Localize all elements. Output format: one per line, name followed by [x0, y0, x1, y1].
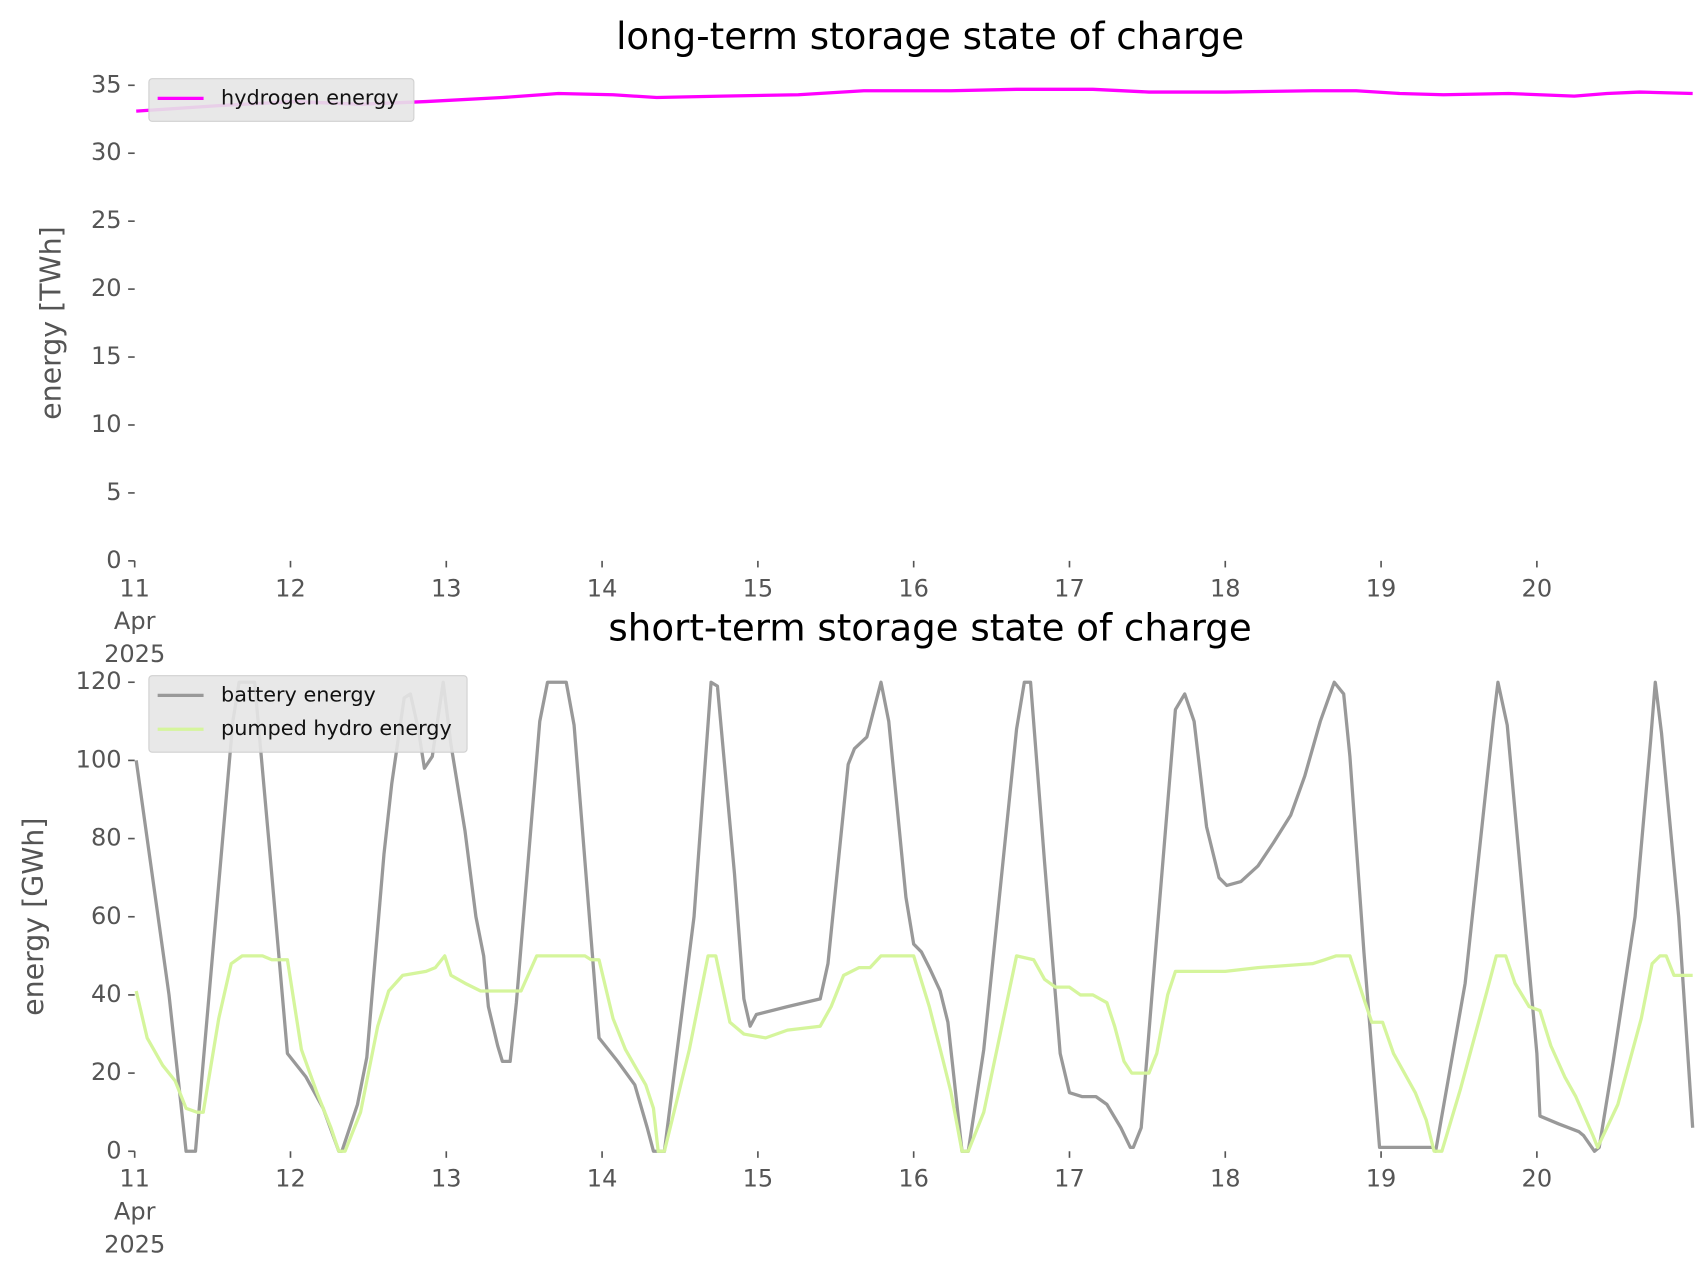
- y-tick-label: 40: [91, 980, 122, 1008]
- legend-label: pumped hydro energy: [221, 716, 452, 740]
- y-tick-label: 20: [91, 1058, 122, 1086]
- y-axis-label: energy [GWh]: [17, 818, 50, 1016]
- y-tick-label: 120: [76, 667, 122, 695]
- legend-box: [148, 78, 415, 122]
- y-tick-label: 25: [91, 206, 122, 234]
- x-tick-label: 19: [1366, 574, 1397, 602]
- y-tick-label: 15: [91, 342, 122, 370]
- series-line: [136, 87, 1693, 113]
- y-tick-label: 100: [76, 745, 122, 773]
- x-tick-label: 16: [898, 1165, 929, 1193]
- x-tick-label: 19: [1366, 1165, 1397, 1193]
- x-tick-label: 17: [1054, 1165, 1085, 1193]
- legend-label: hydrogen energy: [221, 85, 398, 109]
- y-tick-label: 80: [91, 824, 122, 852]
- legend: hydrogen energy: [148, 78, 415, 122]
- x-tick-label: 14: [587, 1165, 618, 1193]
- x-tick-label: 18: [1210, 574, 1241, 602]
- chart-title: short-term storage state of charge: [608, 605, 1251, 649]
- y-tick-label: 20: [91, 274, 122, 302]
- chart-title: long-term storage state of charge: [616, 14, 1244, 58]
- x-tick-label: 15: [743, 1165, 774, 1193]
- x-tick-label: 15: [743, 574, 774, 602]
- y-tick-label: 35: [91, 70, 122, 98]
- y-tick-label: 30: [91, 138, 122, 166]
- y-tick-label: 0: [106, 1136, 121, 1164]
- y-tick-label: 5: [106, 478, 121, 506]
- x-tick-label: 17: [1054, 574, 1085, 602]
- x-tick-label: 13: [431, 1165, 462, 1193]
- x-tick-label: 16: [898, 574, 929, 602]
- legend-label: battery energy: [221, 682, 376, 706]
- y-tick-label: 0: [106, 546, 121, 574]
- x-tick-label: 12: [275, 574, 306, 602]
- x-tick-label: 13: [431, 574, 462, 602]
- x-tick-label: 11 Apr 2025: [104, 574, 165, 668]
- x-tick-label: 11 Apr 2025: [104, 1165, 165, 1259]
- x-tick-label: 12: [275, 1165, 306, 1193]
- x-tick-label: 20: [1522, 1165, 1553, 1193]
- y-tick-label: 60: [91, 902, 122, 930]
- x-tick-label: 20: [1522, 574, 1553, 602]
- x-tick-label: 14: [587, 574, 618, 602]
- y-axis-label: energy [TWh]: [35, 226, 68, 420]
- legend-box: [148, 675, 468, 753]
- y-tick-label: 10: [91, 410, 122, 438]
- legend: battery energy pumped hydro energy: [148, 675, 468, 753]
- series-line: [134, 954, 1693, 1153]
- x-tick-label: 18: [1210, 1165, 1241, 1193]
